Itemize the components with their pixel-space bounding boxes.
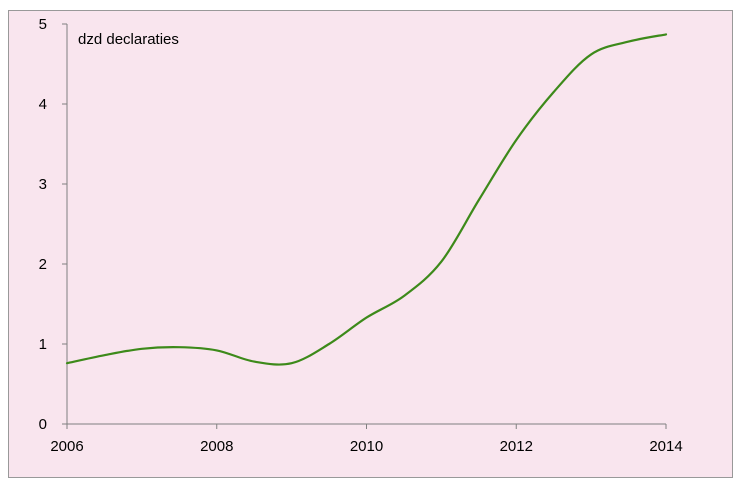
chart-background [8, 10, 733, 478]
y-tick-label: 2 [39, 256, 47, 273]
series-layer [65, 33, 668, 366]
x-tick-label: 2006 [50, 438, 83, 455]
x-tick-label: 2014 [649, 438, 682, 455]
x-tick-label: 2008 [200, 438, 233, 455]
x-tick-label: 2012 [500, 438, 533, 455]
y-axis: 0 1 2 3 4 5 [39, 16, 68, 433]
series-line [65, 33, 668, 366]
y-tick-label: 3 [39, 176, 47, 193]
chart-annotation: dzd declaraties [78, 31, 179, 48]
y-tick-label: 4 [39, 96, 47, 113]
x-axis: 2006 2008 2010 2012 2014 [50, 423, 683, 455]
x-tick-label: 2010 [350, 438, 383, 455]
y-tick-label: 1 [39, 336, 47, 353]
y-tick-label: 5 [39, 16, 47, 33]
y-tick-label: 0 [39, 416, 47, 433]
